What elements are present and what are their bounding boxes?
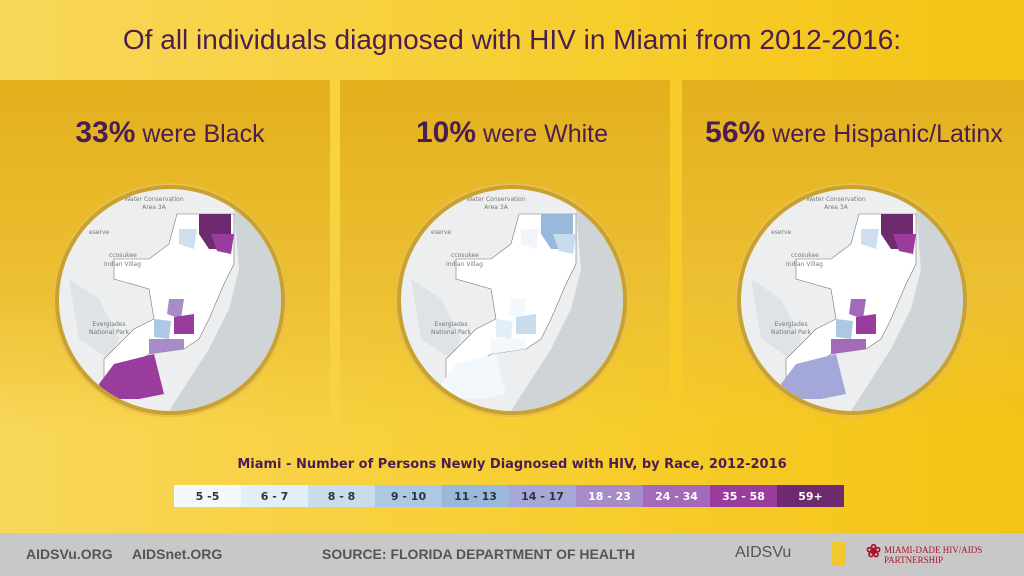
map-label: Indian Villag bbox=[446, 261, 483, 268]
partnership-logo: MIAMI-DADE HIV/AIDS PARTNERSHIP bbox=[884, 545, 983, 565]
legend-bin: 9 - 10 bbox=[375, 485, 442, 507]
choropleth-map: Water Conservation Area 3A eserve ccosuk… bbox=[741, 189, 963, 411]
page-title: Of all individuals diagnosed with HIV in… bbox=[122, 24, 902, 55]
map-label: Everglades bbox=[92, 321, 125, 328]
map-label: Area 3A bbox=[484, 204, 509, 211]
map-label: eserve bbox=[431, 229, 452, 236]
map-label: eserve bbox=[89, 229, 110, 236]
legend-bin: 14 - 17 bbox=[509, 485, 576, 507]
choropleth-map: Water Conservation Area 3A eserve ccosuk… bbox=[59, 189, 281, 411]
legend-bin: 8 - 8 bbox=[308, 485, 375, 507]
map-label: National Park bbox=[89, 329, 129, 336]
map-label: Water Conservation bbox=[806, 196, 866, 203]
map-label: Everglades bbox=[434, 321, 467, 328]
map-hispanic: Water Conservation Area 3A eserve ccosuk… bbox=[735, 183, 969, 417]
map-label: National Park bbox=[431, 329, 471, 336]
legend-bin: 11 - 13 bbox=[442, 485, 509, 507]
panel-title-white: 10% were White bbox=[415, 116, 609, 149]
florida-health-logo bbox=[832, 542, 846, 566]
source-text: SOURCE: FLORIDA DEPARTMENT OF HEALTH bbox=[322, 546, 636, 562]
map-label: ccosukee bbox=[451, 252, 479, 259]
ribbon-icon: ❀ bbox=[866, 541, 882, 561]
map-label: Water Conservation bbox=[124, 196, 184, 203]
legend-bin: 59+ bbox=[777, 485, 844, 507]
panel-title-black: 33% were Black bbox=[75, 116, 265, 149]
footer: AIDSVu.ORG AIDSnet.ORG SOURCE: FLORIDA D… bbox=[0, 533, 1024, 576]
legend-bin: 18 - 23 bbox=[576, 485, 643, 507]
choropleth-map: Water Conservation Area 3A eserve ccosuk… bbox=[401, 189, 623, 411]
map-label: Area 3A bbox=[142, 204, 167, 211]
legend-bin: 6 - 7 bbox=[241, 485, 308, 507]
map-label: ccosukee bbox=[791, 252, 819, 259]
map-label: Everglades bbox=[774, 321, 807, 328]
legend-bin: 35 - 58 bbox=[710, 485, 777, 507]
aidsvu-link[interactable]: AIDSVu.ORG bbox=[26, 546, 113, 562]
map-label: National Park bbox=[771, 329, 811, 336]
legend-bin: 24 - 34 bbox=[643, 485, 710, 507]
map-label: Indian Villag bbox=[786, 261, 823, 268]
aidsnet-link[interactable]: AIDSnet.ORG bbox=[132, 546, 223, 562]
map-white: Water Conservation Area 3A eserve ccosuk… bbox=[395, 183, 629, 417]
map-label: eserve bbox=[771, 229, 792, 236]
map-black: Water Conservation Area 3A eserve ccosuk… bbox=[53, 183, 287, 417]
legend-title: Miami - Number of Persons Newly Diagnose… bbox=[237, 457, 787, 472]
map-label: Area 3A bbox=[824, 204, 849, 211]
panel-title-hispanic: 56% were Hispanic/Latinx bbox=[705, 116, 1003, 149]
map-label: ccosukee bbox=[109, 252, 137, 259]
legend-bin: 5 -5 bbox=[174, 485, 241, 507]
map-label: Indian Villag bbox=[104, 261, 141, 268]
aidsvu-logo: AIDSVu bbox=[735, 544, 792, 561]
map-label: Water Conservation bbox=[466, 196, 526, 203]
